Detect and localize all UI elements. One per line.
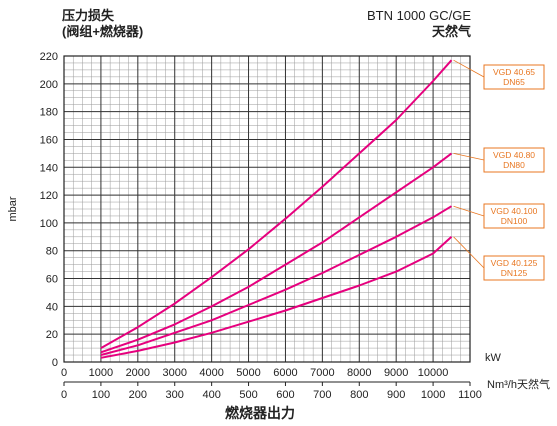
x-tick-label-nm3h: 1000 [421, 389, 445, 401]
series-label-line2: DN65 [503, 77, 525, 87]
y-tick-label: 120 [40, 190, 58, 202]
label-leader-line [453, 59, 485, 78]
x-tick-label-nm3h: 100 [92, 389, 110, 401]
series-label-line2: DN100 [501, 216, 528, 226]
y-tick-label: 80 [46, 246, 58, 258]
x-tick-label-nm3h: 800 [350, 389, 368, 401]
x-tick-label-nm3h: 200 [129, 389, 147, 401]
y-axis-title: mbar [7, 196, 19, 221]
label-leader-line [453, 152, 485, 161]
x-tick-label-kw: 7000 [310, 367, 334, 379]
x-tick-label-kw: 10000 [418, 367, 449, 379]
series-label-box [483, 203, 545, 229]
series-label-line2: DN125 [501, 268, 528, 278]
x-tick-label-kw: 9000 [384, 367, 408, 379]
chart-subtitle: (阀组+燃烧器) [62, 24, 144, 39]
x-tick-label-nm3h: 600 [276, 389, 294, 401]
x-tick-label-nm3h: 300 [166, 389, 184, 401]
series-line-1 [100, 59, 453, 349]
x-tick-label-kw: 8000 [347, 367, 371, 379]
x-tick-label-nm3h: 900 [387, 389, 405, 401]
series-label-box [483, 255, 545, 281]
series-line-2 [100, 152, 453, 354]
series-label-line2: DN80 [503, 160, 525, 170]
x-tick-label-nm3h: 1100 [458, 389, 482, 401]
series-label-line1: VGD 40.125 [491, 258, 538, 268]
fuel-type: 天然气 [431, 24, 471, 39]
x-tick-label-kw: 4000 [199, 367, 223, 379]
series-line-4 [100, 236, 453, 359]
x-tick-label-kw: 1000 [89, 367, 113, 379]
x-axis-title: 燃烧器出力 [225, 405, 295, 421]
plot-border [63, 55, 471, 363]
x-tick-label-kw: 6000 [273, 367, 297, 379]
y-tick-label: 200 [40, 79, 58, 91]
label-leader-line [453, 205, 485, 217]
series-label-line1: VGD 40.100 [491, 206, 538, 216]
series-label-line1: VGD 40.80 [493, 150, 535, 160]
series-label-box [483, 147, 545, 173]
x-tick-label-kw: 0 [61, 367, 67, 379]
y-tick-label: 220 [40, 51, 58, 63]
label-leader-line [453, 236, 485, 269]
x-tick-label-nm3h: 500 [239, 389, 257, 401]
y-tick-label: 20 [46, 329, 58, 341]
y-tick-label: 180 [40, 107, 58, 119]
product-model: BTN 1000 GC/GE [366, 8, 471, 23]
x-tick-label-nm3h: 700 [313, 389, 331, 401]
series-line-3 [100, 205, 453, 356]
chart-title: 压力损失 [62, 8, 115, 23]
x-tick-label-kw: 2000 [126, 367, 150, 379]
x-tick-label-kw: 5000 [236, 367, 260, 379]
y-tick-label: 140 [40, 162, 58, 174]
y-tick-label: 0 [52, 357, 58, 369]
y-tick-label: 100 [40, 218, 58, 230]
x-tick-label-nm3h: 0 [61, 389, 67, 401]
x-unit-kw: kW [485, 352, 502, 364]
y-tick-label: 60 [46, 274, 58, 286]
series-label-box [483, 64, 545, 90]
x-unit-nm3h: Nm³/h天然气 [487, 377, 550, 391]
y-tick-label: 160 [40, 134, 58, 146]
x-tick-label-nm3h: 400 [202, 389, 220, 401]
series-label-line1: VGD 40.65 [493, 67, 535, 77]
x-tick-label-kw: 3000 [162, 367, 186, 379]
y-tick-label: 40 [46, 301, 58, 313]
